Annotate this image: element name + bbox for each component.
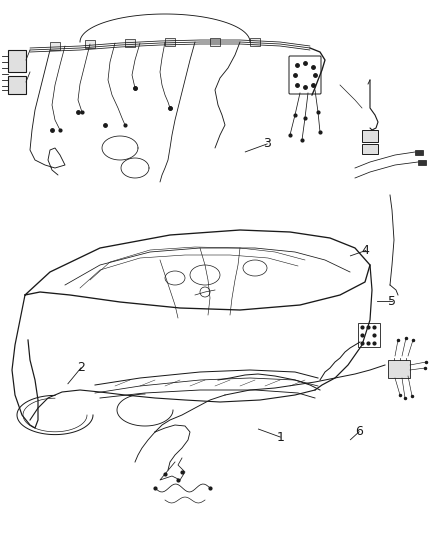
Bar [8,76,26,94]
Bar [358,323,380,347]
Text: 5: 5 [388,295,396,308]
Bar [388,360,410,378]
Bar [415,150,423,155]
Bar [85,40,95,48]
Bar [418,160,426,165]
Text: 6: 6 [355,425,363,438]
Bar [50,42,60,50]
Text: 4: 4 [362,244,370,257]
Bar [165,38,175,46]
Text: 1: 1 [276,431,284,443]
Bar [210,38,220,46]
Bar [8,50,26,72]
Text: 3: 3 [263,138,271,150]
Text: 2: 2 [77,361,85,374]
Bar [250,38,260,46]
Bar [362,130,378,142]
Bar [362,144,378,154]
Bar [125,39,135,47]
